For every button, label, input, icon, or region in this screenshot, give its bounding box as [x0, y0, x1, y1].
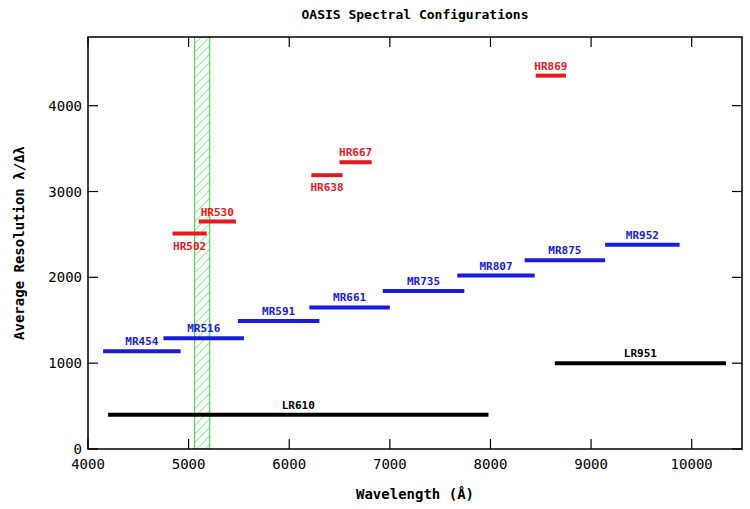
- segment-label: HR638: [310, 181, 343, 194]
- configuration-segment: [238, 319, 320, 323]
- configuration-segment: [163, 336, 243, 340]
- y-tick: [88, 105, 98, 106]
- configuration-segment: [108, 413, 488, 417]
- segment-label: MR591: [262, 305, 295, 318]
- segment-label: MR875: [548, 244, 581, 257]
- x-tick-label: 4000: [71, 456, 105, 472]
- y-axis-label: Average Resolution λ/Δλ: [11, 146, 27, 340]
- x-tick-top: [87, 37, 88, 47]
- y-tick-right: [732, 191, 742, 192]
- segment-label: MR735: [407, 275, 440, 288]
- x-tick: [691, 439, 692, 449]
- x-tick: [289, 439, 290, 449]
- x-tick-label: 10000: [671, 456, 713, 472]
- x-axis-label: Wavelength (Å): [356, 486, 474, 502]
- y-tick-label: 4000: [48, 98, 82, 114]
- x-tick-top: [490, 37, 491, 47]
- title: OASIS Spectral Configurations: [302, 7, 529, 22]
- y-tick-label: 3000: [48, 184, 82, 200]
- segment-label: HR530: [201, 206, 234, 219]
- x-tick: [188, 439, 189, 449]
- x-tick: [389, 439, 390, 449]
- x-tick: [490, 439, 491, 449]
- y-tick-label: 1000: [48, 355, 82, 371]
- configuration-segment: [536, 74, 566, 78]
- segment-label: HR869: [534, 60, 567, 73]
- configuration-segment: [555, 361, 726, 365]
- configuration-segment: [199, 220, 236, 224]
- configuration-segment: [103, 349, 180, 353]
- x-tick-top: [188, 37, 189, 47]
- y-tick-label: 2000: [48, 269, 82, 285]
- y-tick-right: [732, 363, 742, 364]
- y-tick-right: [732, 105, 742, 106]
- y-tick: [88, 448, 98, 449]
- y-tick-label: 0: [74, 441, 82, 457]
- x-tick-label: 9000: [574, 456, 608, 472]
- configuration-segment: [383, 289, 465, 293]
- x-tick-top: [289, 37, 290, 47]
- chart: OASIS Spectral Configurations Wavelength …: [0, 0, 750, 509]
- configuration-segment: [309, 305, 390, 309]
- x-tick-label: 5000: [172, 456, 206, 472]
- y-tick: [88, 363, 98, 364]
- segment-label: HR667: [339, 146, 372, 159]
- x-tick-label: 8000: [474, 456, 508, 472]
- x-tick-top: [590, 37, 591, 47]
- configuration-segment: [173, 232, 207, 236]
- configuration-segment: [311, 173, 342, 177]
- x-tick-label: 7000: [373, 456, 407, 472]
- segment-label: LR610: [282, 399, 315, 412]
- ticks: 4000 5000 6000 7000 8000 9000 10000 0 1000 2000 30…: [48, 37, 742, 472]
- segment-label: MR516: [187, 322, 220, 335]
- x-tick-label: 6000: [272, 456, 306, 472]
- y-tick-right: [732, 448, 742, 449]
- segment-label: LR951: [624, 347, 657, 360]
- segment-label: MR952: [626, 229, 659, 242]
- configuration-segment: [605, 243, 679, 247]
- segment-labels: HR869 HR667 HR638 HR530 HR502 MR454 MR516 MR591…: [125, 60, 659, 412]
- plot-frame: [88, 37, 742, 449]
- y-tick: [88, 277, 98, 278]
- x-tick-top: [691, 37, 692, 47]
- configuration-segment: [340, 160, 372, 164]
- x-tick: [590, 439, 591, 449]
- x-tick-top: [389, 37, 390, 47]
- y-tick: [88, 191, 98, 192]
- plot-area: [103, 37, 726, 449]
- y-tick-right: [732, 277, 742, 278]
- x-tick: [87, 439, 88, 449]
- segment-label: MR454: [125, 335, 158, 348]
- segment-label: HR502: [173, 240, 206, 253]
- configuration-segment: [457, 274, 534, 278]
- segment-label: MR807: [479, 260, 512, 273]
- segment-label: MR661: [333, 291, 366, 304]
- configuration-segment: [525, 258, 605, 262]
